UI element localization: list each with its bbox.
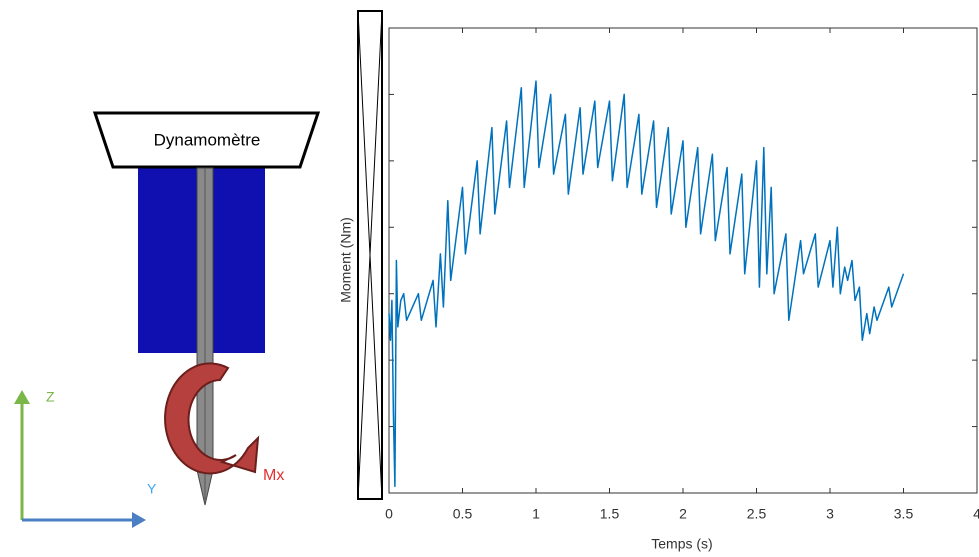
x-tick-label: 3.5 — [894, 506, 914, 522]
x-tick-label: 0.5 — [453, 506, 473, 522]
x-tick-label: 3 — [826, 506, 834, 522]
moment-label: Mx — [263, 467, 284, 484]
device-label: Dynamomètre — [154, 130, 261, 149]
dynamometer — [92, 111, 321, 169]
x-tick-label: 4 — [973, 506, 979, 522]
z-label: Z — [46, 389, 55, 405]
y-label: Y — [147, 481, 157, 497]
y-axis-title: Moment (Nm) — [338, 217, 354, 303]
y-label-cover — [357, 10, 383, 500]
cover-cross — [357, 10, 383, 500]
x-tick-label: 0 — [385, 506, 393, 522]
diagram: Dynamomètre Mx Z Y — [14, 111, 321, 528]
plot-frame — [388, 27, 978, 494]
x-tick-label: 2.5 — [747, 506, 767, 522]
y-arrowhead — [132, 512, 146, 528]
moment-arrow — [164, 362, 260, 475]
z-arrowhead — [14, 390, 30, 404]
x-tick-label: 2 — [679, 506, 687, 522]
x-tick-label: 1.5 — [600, 506, 620, 522]
signal-line — [388, 80, 905, 488]
x-tick-label: 1 — [532, 506, 540, 522]
x-axis-title: Temps (s) — [651, 536, 712, 552]
